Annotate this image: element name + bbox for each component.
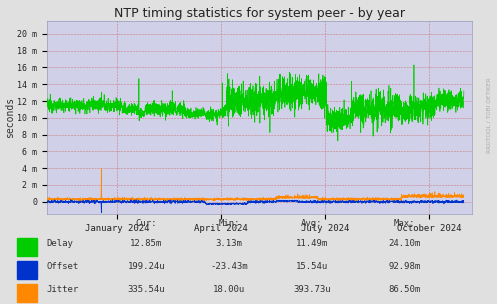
Text: Min:: Min:: [218, 219, 240, 228]
Bar: [17, 261, 37, 279]
Text: 92.98m: 92.98m: [388, 262, 420, 271]
Text: 3.13m: 3.13m: [216, 239, 243, 248]
Text: Cur:: Cur:: [136, 219, 157, 228]
Text: 18.00u: 18.00u: [213, 285, 245, 294]
Text: 199.24u: 199.24u: [127, 262, 165, 271]
Bar: [17, 238, 37, 256]
Text: 11.49m: 11.49m: [296, 239, 328, 248]
Text: 15.54u: 15.54u: [296, 262, 328, 271]
Text: 24.10m: 24.10m: [388, 239, 420, 248]
Title: NTP timing statistics for system peer - by year: NTP timing statistics for system peer - …: [114, 7, 405, 20]
Text: 393.73u: 393.73u: [293, 285, 331, 294]
Bar: [17, 285, 37, 302]
Text: -23.43m: -23.43m: [210, 262, 248, 271]
Text: Offset: Offset: [46, 262, 79, 271]
Text: 12.85m: 12.85m: [130, 239, 163, 248]
Text: 335.54u: 335.54u: [127, 285, 165, 294]
Text: RRDTOOL / TOBI OETIKER: RRDTOOL / TOBI OETIKER: [486, 78, 491, 153]
Text: Jitter: Jitter: [46, 285, 79, 294]
Y-axis label: seconds: seconds: [4, 97, 15, 138]
Text: 86.50m: 86.50m: [388, 285, 420, 294]
Text: Avg:: Avg:: [301, 219, 323, 228]
Text: Delay: Delay: [46, 239, 73, 248]
Text: Max:: Max:: [394, 219, 415, 228]
